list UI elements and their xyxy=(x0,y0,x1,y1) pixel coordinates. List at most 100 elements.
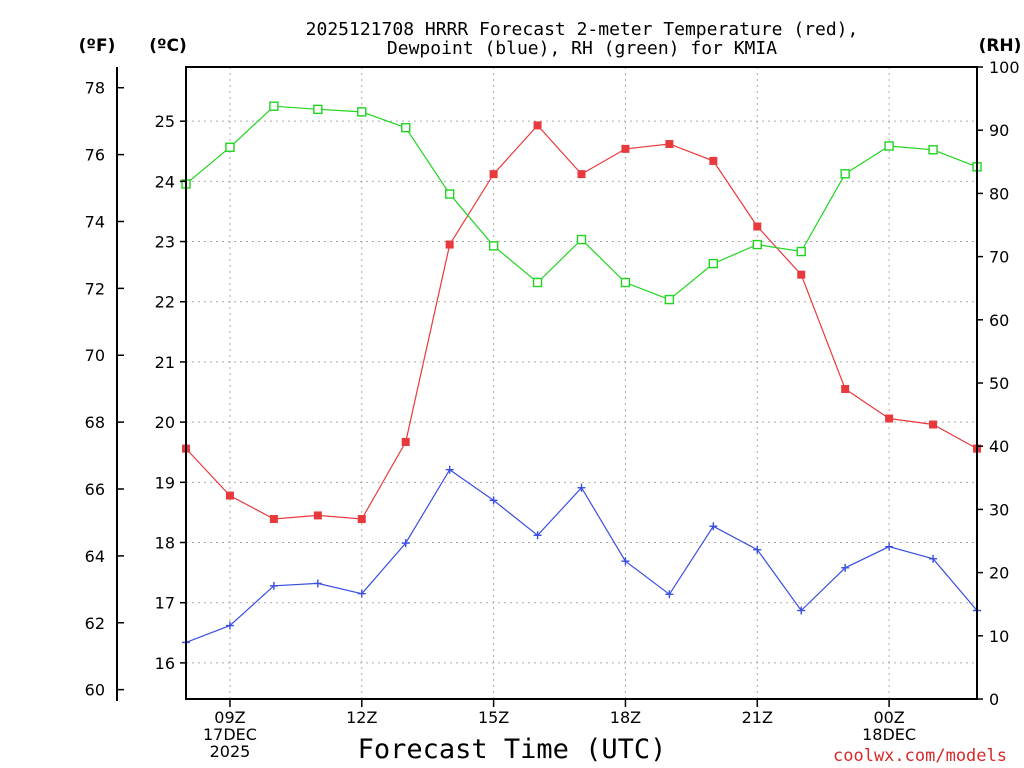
dewpoint-line xyxy=(185,468,978,643)
rh-point xyxy=(840,169,850,179)
dewpoint-point xyxy=(841,563,850,572)
gridlines xyxy=(186,67,977,699)
rh-point xyxy=(357,107,367,117)
temperature-point xyxy=(621,144,630,153)
rh-point xyxy=(225,142,235,152)
rh-point xyxy=(620,277,631,288)
temperature-point xyxy=(709,156,718,165)
dewpoint-point xyxy=(225,621,234,630)
rh-line xyxy=(185,105,978,301)
axes xyxy=(116,66,983,707)
celsius-tick-label: 25 xyxy=(155,112,175,131)
dewpoint-point xyxy=(489,496,498,505)
dewpoint-point xyxy=(709,522,718,531)
dewpoint-point xyxy=(577,483,586,492)
temperature-point xyxy=(313,511,322,520)
celsius-tick-label: 24 xyxy=(155,172,175,191)
rh-point xyxy=(884,141,894,151)
fahrenheit-tick-label: 78 xyxy=(85,79,105,98)
temperature-point xyxy=(533,121,542,130)
fahrenheit-tick-label: 72 xyxy=(85,279,105,298)
fahrenheit-tick-label: 64 xyxy=(85,547,105,566)
rh-point xyxy=(576,234,587,245)
x-tick-label: 00Z xyxy=(873,708,904,727)
rh-tick-label: 80 xyxy=(989,184,1009,203)
dewpoint-point xyxy=(885,542,894,551)
fahrenheit-tick-label: 76 xyxy=(85,146,105,165)
fahrenheit-tick-label: 66 xyxy=(85,480,105,499)
fahrenheit-tick-label: 62 xyxy=(85,614,105,633)
temperature-point xyxy=(225,491,234,500)
temperature-point xyxy=(489,170,498,179)
rh-unit-label: (RH) xyxy=(979,36,1022,56)
rh-point xyxy=(313,104,323,115)
rh-tick-label: 40 xyxy=(989,437,1009,456)
credit-link[interactable]: coolwx.com/models xyxy=(833,746,1007,766)
rh-point xyxy=(532,277,543,288)
temperature-point xyxy=(885,414,894,423)
x-tick-label: 18DEC xyxy=(862,725,916,744)
celsius-tick-label: 21 xyxy=(155,353,175,372)
temperature-line xyxy=(185,124,978,520)
temperature-point xyxy=(357,515,366,524)
temperature-point xyxy=(401,437,410,446)
fahrenheit-tick-label: 74 xyxy=(85,212,105,231)
rh-tick-label: 20 xyxy=(989,564,1009,583)
celsius-tick-label: 23 xyxy=(155,233,175,252)
temperature-point xyxy=(269,515,278,524)
celsius-tick-label: 20 xyxy=(155,413,175,432)
dewpoint-point xyxy=(313,579,322,588)
data-series xyxy=(181,101,982,647)
rh-tick-label: 50 xyxy=(989,374,1009,393)
celsius-tick-label: 18 xyxy=(155,534,175,553)
rh-tick-label: 70 xyxy=(989,248,1009,267)
temperature-point xyxy=(665,140,674,149)
rh-point xyxy=(664,294,675,305)
fahrenheit-tick-label: 60 xyxy=(85,681,105,700)
dewpoint-point xyxy=(445,465,454,474)
fahrenheit-unit-label: (ºF) xyxy=(79,36,116,56)
temperature-point xyxy=(841,385,850,394)
rh-point xyxy=(269,101,279,111)
rh-point xyxy=(796,246,806,257)
chart-title-line-1: 2025121708 HRRR Forecast 2-meter Tempera… xyxy=(306,19,859,40)
celsius-tick-label: 16 xyxy=(155,654,175,673)
dewpoint-point xyxy=(797,606,806,615)
dewpoint-point xyxy=(401,539,410,548)
rh-point xyxy=(752,239,762,250)
rh-point xyxy=(401,122,411,133)
temperature-point xyxy=(797,270,806,279)
fahrenheit-tick-label: 68 xyxy=(85,413,105,432)
rh-tick-label: 10 xyxy=(989,627,1009,646)
temperature-point xyxy=(753,222,762,231)
rh-tick-label: 90 xyxy=(989,121,1009,140)
x-tick-label: 21Z xyxy=(742,708,773,727)
temperature-point xyxy=(445,240,454,249)
celsius-tick-label: 17 xyxy=(155,594,175,613)
dewpoint-point xyxy=(621,557,630,566)
x-tick-label: 2025 xyxy=(210,742,251,761)
rh-point xyxy=(444,189,455,199)
rh-point xyxy=(708,258,719,269)
x-tick-label: 12Z xyxy=(346,708,377,727)
x-tick-label: 18Z xyxy=(610,708,641,727)
dewpoint-point xyxy=(533,531,542,540)
temperature-point xyxy=(929,420,938,429)
celsius-tick-label: 19 xyxy=(155,473,175,492)
rh-point xyxy=(928,145,938,155)
rh-tick-label: 30 xyxy=(989,500,1009,519)
plot-frame xyxy=(185,66,978,700)
rh-tick-label: 0 xyxy=(989,690,999,709)
rh-tick-label: 60 xyxy=(989,311,1009,330)
x-tick-label: 09Z xyxy=(214,708,245,727)
x-tick-label: 15Z xyxy=(478,708,509,727)
chart-title-line-2: Dewpoint (blue), RH (green) for KMIA xyxy=(387,38,777,59)
dewpoint-point xyxy=(929,554,938,563)
celsius-unit-label: (ºC) xyxy=(149,36,187,56)
x-axis-label: Forecast Time (UTC) xyxy=(358,734,667,765)
temperature-point xyxy=(577,170,586,179)
dewpoint-point xyxy=(665,590,674,599)
dewpoint-point xyxy=(753,545,762,554)
